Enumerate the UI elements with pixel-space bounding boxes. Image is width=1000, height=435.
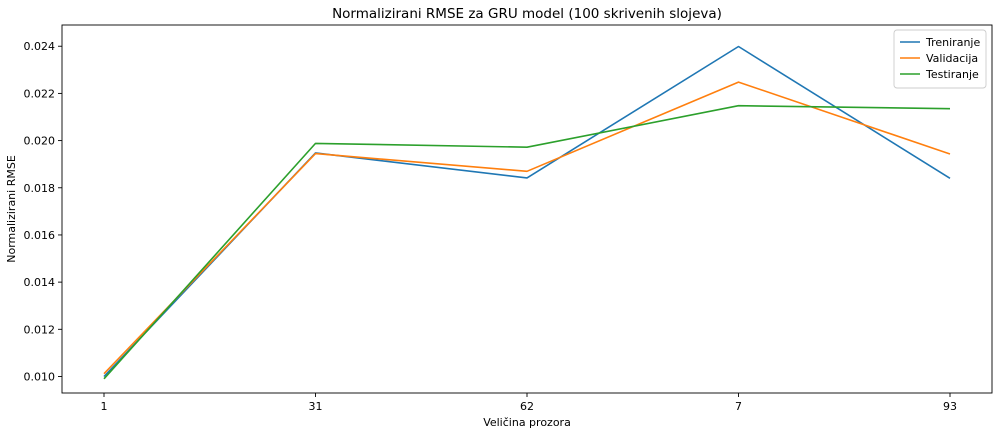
x-tick-label: 93 (943, 400, 957, 413)
legend-entry: Treniranje (925, 36, 980, 49)
y-axis-label: Normalizirani RMSE (5, 155, 18, 263)
y-tick-label: 0.024 (24, 40, 56, 53)
chart-title: Normalizirani RMSE za GRU model (100 skr… (332, 6, 722, 22)
legend-entry: Testiranje (925, 68, 979, 81)
series-line-treniranje (103, 45, 951, 378)
x-tick-label: 7 (735, 400, 742, 413)
x-tick-label: 31 (309, 400, 323, 413)
legend-entry: Validacija (926, 52, 978, 65)
x-tick-label: 62 (520, 400, 534, 413)
x-axis-label: Veličina prozora (483, 416, 571, 429)
axes-frame (61, 24, 993, 394)
series-line-validacija (103, 81, 951, 375)
y-tick-label: 0.020 (24, 135, 56, 148)
y-tick-label: 0.010 (24, 370, 56, 383)
series-line-testiranje (103, 104, 951, 380)
y-tick-label: 0.016 (24, 229, 56, 242)
y-tick-label: 0.018 (24, 182, 56, 195)
x-tick-label: 1 (101, 400, 108, 413)
plot-area: 0.010 0.012 0.014 0.016 0.018 0.020 0.022 0.024… (24, 24, 993, 413)
y-tick-label: 0.022 (24, 87, 56, 100)
y-tick-label: 0.014 (24, 276, 56, 289)
y-tick-label: 0.012 (24, 323, 56, 336)
legend: Treniranje Validacija Testiranje (893, 29, 987, 89)
